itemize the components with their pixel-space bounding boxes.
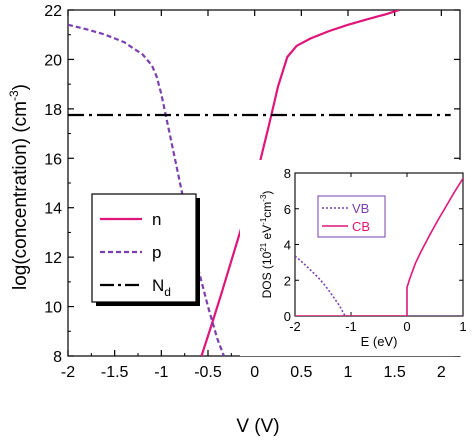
y-tick-label: 12 [44,250,62,267]
main-series-group [68,10,451,356]
inset-series-group [295,177,463,316]
inset-y-tick-label: 6 [284,202,291,217]
y-tick-label: 10 [44,300,62,317]
inset-x-tick-label: -2 [289,319,301,334]
inset-legend-label: VB [352,201,369,216]
y-tick-label: 14 [44,201,62,218]
x-tick-label: 1.5 [384,364,406,381]
inset-legend-box [317,195,386,238]
inset-y-label-c: cm [260,202,274,218]
inset-y-label-sup1: 21 [259,242,268,251]
series-line-p [68,23,225,356]
inset-y-label-b: eV [260,225,274,243]
inset-x-tick-label: -1 [345,319,357,334]
inset-y-label-a: DOS (10 [260,251,274,298]
x-axis-label: V (V) [236,416,279,437]
inset-y-label-sup3: -3 [259,194,268,202]
x-tick-label: -2 [61,364,75,381]
inset-x-tick-label: 0 [403,319,410,334]
series-line-n [200,10,400,356]
legend-label: Nd [152,276,171,299]
y-tick-label: 16 [44,151,62,168]
x-tick-label: 2 [437,364,446,381]
legend-label: n [152,210,161,229]
x-tick-label: 0 [250,364,259,381]
inset-x-tick-label: 1 [459,319,466,334]
x-tick-label: -0.5 [194,364,222,381]
legend-label: p [152,243,161,262]
inset-y-label-sup2: -1 [259,217,268,225]
x-tick-label: -1 [154,364,168,381]
inset-background [240,160,472,356]
inset-y-tick-label: 0 [284,309,291,324]
y-tick-label: 8 [53,349,62,366]
inset-series-line-cb [295,177,463,316]
inset-x-axis-label: E (eV) [361,334,398,349]
inset-y-tick-label: 2 [284,273,291,288]
inset-y-label-tail: ) [260,191,274,195]
y-tick-label: 18 [44,102,62,119]
inset-y-axis-label: DOS (1021 eV-1cm-3) [259,191,274,299]
y-tick-label: 20 [44,52,62,69]
y-axis-label-sup: -3 [7,90,21,101]
y-axis-label-text: log(concentration) (cm [10,101,31,290]
legend-label-text: p [152,243,161,262]
inset-series-line-vb [295,255,463,316]
legend-label-sub: d [164,285,171,299]
x-tick-label: -1.5 [101,364,129,381]
y-axis-label: log(concentration) (cm-3) [7,84,31,290]
y-tick-label: 22 [44,3,62,20]
legend-label-text: n [152,210,161,229]
x-tick-label: 0.5 [290,364,312,381]
x-tick-label: 1 [344,364,353,381]
inset-legend-label: CB [352,219,370,234]
inset-y-tick-label: 4 [284,238,291,253]
y-axis-label-tail: ) [10,84,31,90]
legend-label-text: N [152,276,164,295]
inset-y-tick-label: 8 [284,166,291,181]
